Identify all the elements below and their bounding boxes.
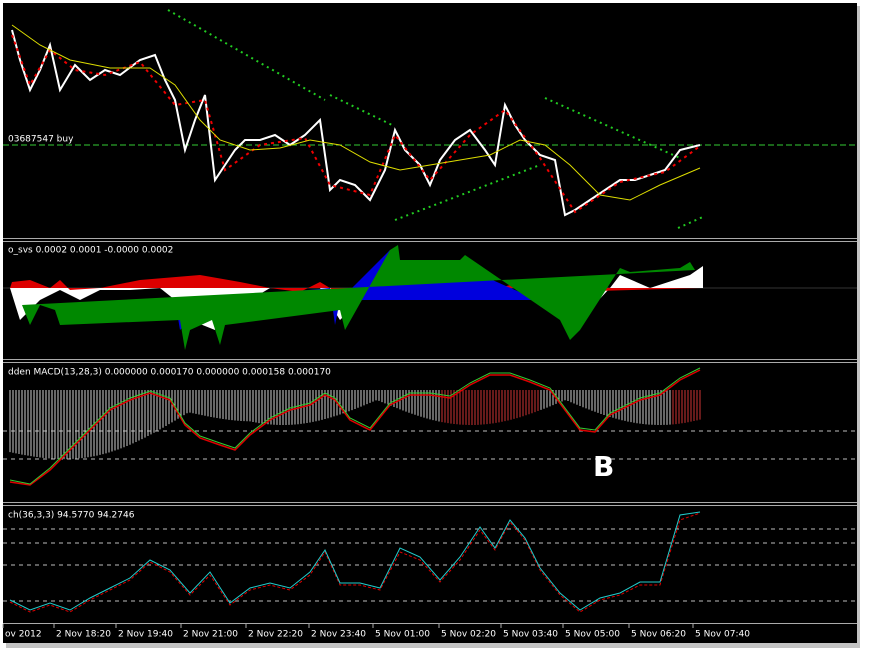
- time-label: 2 Nov 22:20: [248, 630, 303, 640]
- panel-separators: [3, 238, 857, 624]
- macd-label: dden MACD(13,28,3) 0.000000 0.000170 0.0…: [8, 368, 331, 378]
- time-label: 2 Nov 18:20: [56, 630, 111, 640]
- price-trace-red: [11, 34, 701, 214]
- macd-signal: [9, 369, 701, 486]
- order-label: 03687547 buy: [8, 135, 74, 145]
- chart-background: [3, 3, 857, 643]
- time-label: 5 Nov 06:20: [631, 630, 686, 640]
- macd-main: [9, 367, 701, 485]
- time-label: 5 Nov 01:00: [375, 630, 430, 640]
- stoch-signal: [9, 512, 701, 613]
- time-label: ov 2012: [5, 630, 42, 640]
- time-label: 5 Nov 02:20: [441, 630, 496, 640]
- time-label: 5 Nov 05:00: [565, 630, 620, 640]
- time-label: 5 Nov 07:40: [695, 630, 750, 640]
- time-label: 2 Nov 21:00: [183, 630, 238, 640]
- stoch-label: ch(36,3,3) 94.5770 94.2746: [8, 511, 135, 521]
- time-label: 5 Nov 03:40: [503, 630, 558, 640]
- time-label: 2 Nov 19:40: [118, 630, 173, 640]
- parabolic-sar: [167, 9, 706, 229]
- time-axis: ov 2012 2 Nov 18:20 2 Nov 19:40 2 Nov 21:00…: [2, 624, 750, 640]
- stoch-levels: [3, 528, 857, 602]
- svs-label: o_svs 0.0002 0.0001 -0.0000 0.0002: [8, 246, 173, 256]
- svs-histogram: [10, 245, 703, 350]
- moving-average: [11, 24, 701, 201]
- macd-levels: [3, 430, 857, 460]
- price-trace: [11, 29, 701, 217]
- stoch-main: [9, 511, 701, 611]
- annotation-b: B: [593, 450, 614, 483]
- time-label: 2 Nov 23:40: [311, 630, 366, 640]
